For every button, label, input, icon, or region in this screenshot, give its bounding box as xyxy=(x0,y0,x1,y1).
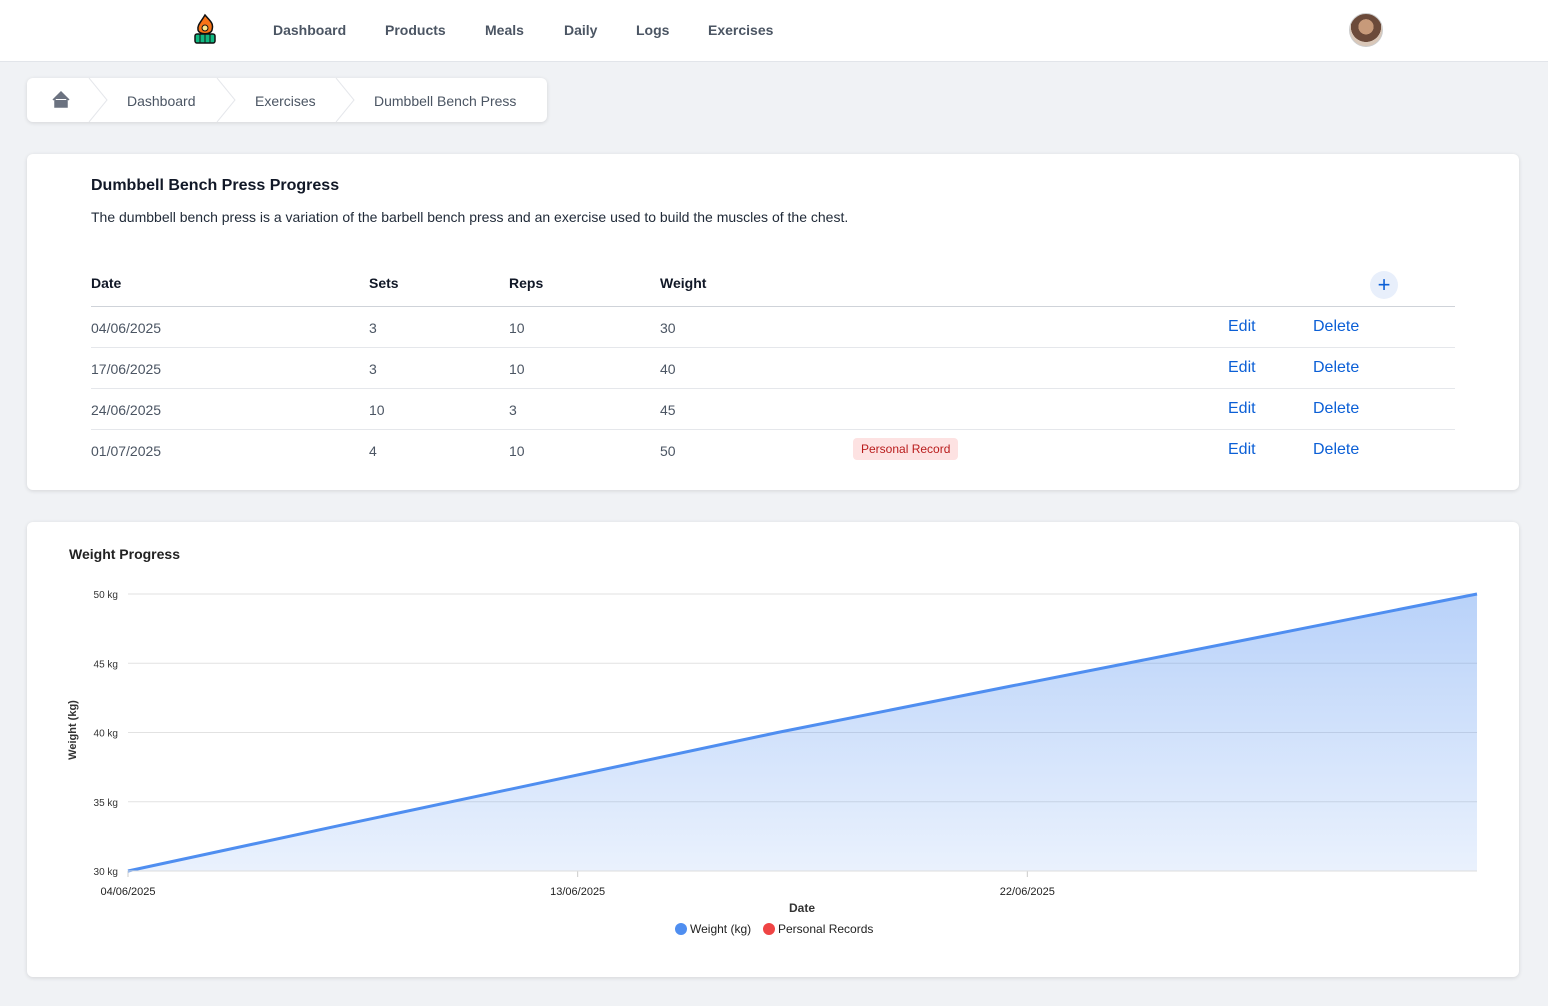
header-rule xyxy=(91,306,1455,307)
table-cell: 10 xyxy=(369,402,385,418)
y-tick-label: 35 kg xyxy=(94,798,118,809)
breadcrumb-separators xyxy=(52,78,355,122)
table-cell: 10 xyxy=(509,361,525,377)
table-cell: 40 xyxy=(660,361,676,377)
nav-link[interactable]: Meals xyxy=(485,22,524,38)
add-button[interactable]: + xyxy=(1370,271,1398,299)
y-tick-label: 45 kg xyxy=(94,659,118,670)
nav-link[interactable]: Daily xyxy=(564,22,598,38)
nav-link[interactable]: Products xyxy=(385,22,446,38)
row-separator xyxy=(91,429,1455,430)
row-separator xyxy=(91,388,1455,389)
y-tick-label: 50 kg xyxy=(94,590,118,601)
edit-link[interactable]: Edit xyxy=(1228,441,1256,458)
table-cell: 45 xyxy=(660,402,676,418)
legend-label: Personal Records xyxy=(778,922,873,936)
x-axis-label: Date xyxy=(789,901,815,915)
column-header: Weight xyxy=(660,275,707,291)
exercise-description: The dumbbell bench press is a variation … xyxy=(91,209,849,225)
edit-link[interactable]: Edit xyxy=(1228,359,1256,376)
breadcrumb-item[interactable]: Exercises xyxy=(255,93,316,109)
table-cell: 3 xyxy=(369,320,377,336)
area-fill xyxy=(128,594,1477,871)
column-header: Reps xyxy=(509,275,544,291)
column-header: Sets xyxy=(369,275,399,291)
table-cell: 10 xyxy=(509,443,525,459)
y-tick-label: 40 kg xyxy=(94,729,118,740)
nav-link[interactable]: Logs xyxy=(636,22,670,38)
badge: Personal Record xyxy=(853,438,959,460)
nav-link[interactable]: Exercises xyxy=(708,22,774,38)
delete-link[interactable]: Delete xyxy=(1313,359,1360,376)
legend-swatch xyxy=(675,923,687,935)
table-cell: 50 xyxy=(660,443,676,459)
delete-link[interactable]: Delete xyxy=(1313,400,1360,417)
table-cell: 30 xyxy=(660,320,676,336)
breadcrumb-item[interactable]: Dashboard xyxy=(127,93,196,109)
edit-link[interactable]: Edit xyxy=(1228,318,1256,335)
table-cell: 3 xyxy=(369,361,377,377)
table-cell: 01/07/2025 xyxy=(91,443,162,459)
x-tick-label: 22/06/2025 xyxy=(1000,886,1055,898)
table-cell: 10 xyxy=(509,320,525,336)
y-tick-label: 30 kg xyxy=(94,867,118,878)
column-header: Date xyxy=(91,275,122,291)
edit-link[interactable]: Edit xyxy=(1228,400,1256,417)
breadcrumb-item: Dumbbell Bench Press xyxy=(374,93,517,109)
legend-swatch xyxy=(763,923,775,935)
line xyxy=(127,592,1478,873)
chart: Weight Progress Date Weight (kg) 30 kg 35… xyxy=(67,546,1478,936)
table-cell: 24/06/2025 xyxy=(91,402,162,418)
exercise-card xyxy=(27,154,1519,490)
top-bar xyxy=(0,0,1548,62)
y-axis-label: Weight (kg) xyxy=(67,700,79,760)
table-cell: 04/06/2025 xyxy=(91,320,162,336)
legend-label: Weight (kg) xyxy=(690,922,751,936)
delete-link[interactable]: Delete xyxy=(1313,441,1360,458)
x-tick-label: 04/06/2025 xyxy=(100,886,155,898)
row-separator xyxy=(91,347,1455,348)
chart-title: Weight Progress xyxy=(69,546,180,562)
avatar[interactable] xyxy=(1349,13,1383,47)
table-cell: 3 xyxy=(509,402,517,418)
delete-link[interactable]: Delete xyxy=(1313,318,1360,335)
table-cell: 17/06/2025 xyxy=(91,361,162,377)
nav-link[interactable]: Dashboard xyxy=(273,22,347,38)
logo[interactable] xyxy=(192,13,218,45)
table-cell: 4 xyxy=(369,443,377,459)
exercise-title: Dumbbell Bench Press Progress xyxy=(91,177,340,194)
x-tick-label: 13/06/2025 xyxy=(550,886,605,898)
breadcrumb xyxy=(27,78,547,122)
